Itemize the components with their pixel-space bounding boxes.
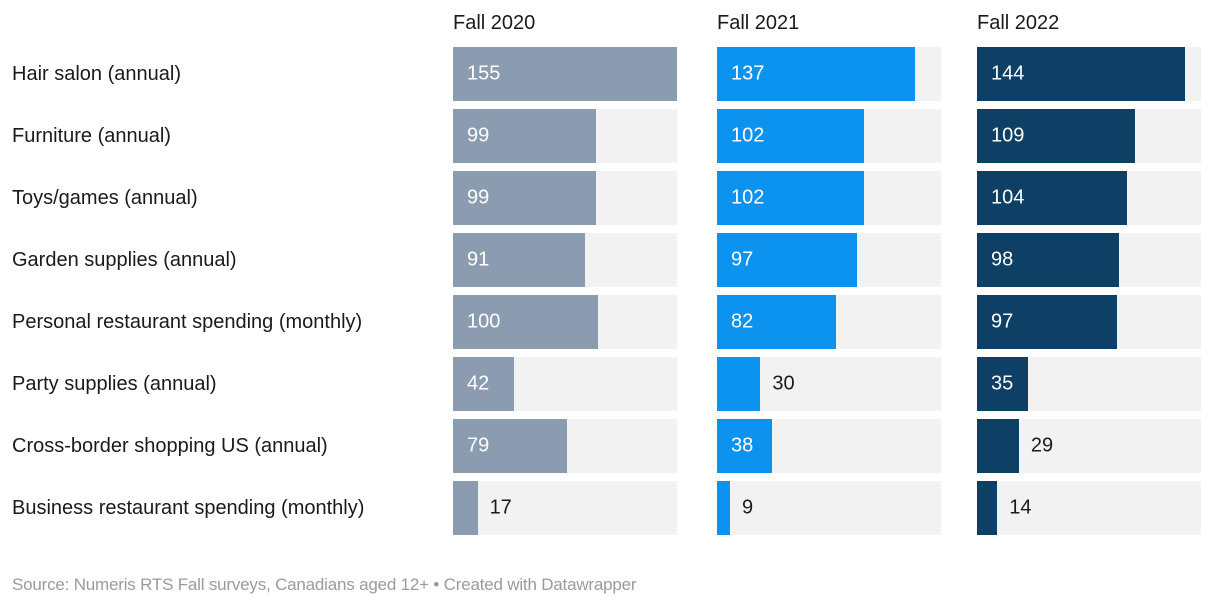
bar-track: 29 xyxy=(977,419,1201,473)
bar-track: 30 xyxy=(717,357,941,411)
value-label: 17 xyxy=(489,496,512,519)
bar xyxy=(453,357,514,411)
value-label: 144 xyxy=(991,62,1025,85)
bar xyxy=(717,109,865,163)
footer-separator: • xyxy=(428,575,444,594)
bar xyxy=(717,419,772,473)
bar xyxy=(977,109,1135,163)
category-label: Hair salon (annual) xyxy=(12,62,181,85)
bar-track: 100 xyxy=(453,295,677,349)
bar xyxy=(717,47,915,101)
bar xyxy=(977,481,998,535)
bar-track: 137 xyxy=(717,47,941,101)
value-label: 97 xyxy=(731,248,754,271)
category-label: Personal restaurant spending (monthly) xyxy=(12,310,363,333)
bar xyxy=(717,357,761,411)
value-label: 79 xyxy=(467,434,490,457)
category-label: Toys/games (annual) xyxy=(12,186,198,209)
bar-track: 155 xyxy=(453,47,677,101)
bar-track: 109 xyxy=(977,109,1201,163)
source-text: Source: Numeris RTS Fall surveys, Canadi… xyxy=(12,575,429,594)
value-label: 82 xyxy=(731,310,754,333)
bar-track: 82 xyxy=(717,295,941,349)
bar xyxy=(453,295,598,349)
value-label: 97 xyxy=(991,310,1014,333)
value-label: 9 xyxy=(742,496,754,519)
bar xyxy=(717,233,858,287)
value-label: 38 xyxy=(731,434,754,457)
category-label: Business restaurant spending (monthly) xyxy=(12,496,365,519)
column-header-fall-2022: Fall 2022 xyxy=(977,12,1060,34)
value-label: 98 xyxy=(991,248,1014,271)
bar-track: 99 xyxy=(453,171,677,225)
bar-track: 99 xyxy=(453,109,677,163)
bar xyxy=(453,233,585,287)
bar xyxy=(453,481,478,535)
value-label: 91 xyxy=(467,248,490,271)
bar xyxy=(453,47,677,101)
category-label: Furniture (annual) xyxy=(12,124,171,147)
value-label: 35 xyxy=(991,372,1014,395)
bar-track: 79 xyxy=(453,419,677,473)
value-label: 137 xyxy=(731,62,765,85)
chart-row: Toys/games (annual) 99 102 104 xyxy=(0,171,1220,225)
column-headers: Fall 2020 Fall 2021 Fall 2022 xyxy=(0,0,1220,47)
value-label: 104 xyxy=(991,186,1025,209)
bar-track: 9 xyxy=(717,481,941,535)
chart-row: Business restaurant spending (monthly) 17… xyxy=(0,481,1220,535)
bar-track: 17 xyxy=(453,481,677,535)
value-label: 102 xyxy=(731,186,765,209)
bar xyxy=(453,171,597,225)
bar-track: 97 xyxy=(717,233,941,287)
bar xyxy=(453,419,568,473)
bar xyxy=(977,171,1128,225)
chart-rows: Hair salon (annual) 155 137 144 Furniture (a… xyxy=(0,47,1220,535)
bar-track: 38 xyxy=(717,419,941,473)
bar xyxy=(977,357,1028,411)
value-label: 100 xyxy=(467,310,501,333)
chart-row: Furniture (annual) 99 102 109 xyxy=(0,109,1220,163)
bar xyxy=(977,233,1119,287)
value-label: 99 xyxy=(467,186,490,209)
column-header-fall-2020: Fall 2020 xyxy=(453,12,536,34)
value-label: 29 xyxy=(1030,434,1054,457)
bar-track: 102 xyxy=(717,109,941,163)
bar xyxy=(717,295,836,349)
bar xyxy=(977,419,1019,473)
value-label: 102 xyxy=(731,124,765,147)
bar-track: 91 xyxy=(453,233,677,287)
bar xyxy=(977,295,1118,349)
bar-track: 104 xyxy=(977,171,1201,225)
chart-row: Garden supplies (annual) 91 97 98 xyxy=(0,233,1220,287)
value-label: 155 xyxy=(467,62,501,85)
chart-footer: Source: Numeris RTS Fall surveys, Canadi… xyxy=(0,575,1220,595)
column-header-fall-2021: Fall 2021 xyxy=(717,12,800,34)
category-label: Garden supplies (annual) xyxy=(12,248,237,271)
bar-track: 144 xyxy=(977,47,1201,101)
bar-track: 14 xyxy=(977,481,1201,535)
bar-track: 102 xyxy=(717,171,941,225)
value-label: 109 xyxy=(991,124,1025,147)
bar xyxy=(717,481,730,535)
chart-row: Party supplies (annual) 42 30 35 xyxy=(0,357,1220,411)
category-label: Cross-border shopping US (annual) xyxy=(12,434,328,457)
bar-track: 42 xyxy=(453,357,677,411)
chart-row: Cross-border shopping US (annual) 79 38 29 xyxy=(0,419,1220,473)
bar xyxy=(977,47,1186,101)
value-label: 42 xyxy=(467,372,490,395)
chart-row: Hair salon (annual) 155 137 144 xyxy=(0,47,1220,101)
value-label: 14 xyxy=(1009,496,1032,519)
category-label: Party supplies (annual) xyxy=(12,372,217,395)
chart-row: Personal restaurant spending (monthly) 10… xyxy=(0,295,1220,349)
header-spacer xyxy=(0,12,453,47)
bar-track: 98 xyxy=(977,233,1201,287)
value-label: 30 xyxy=(772,372,795,395)
bar xyxy=(453,109,597,163)
datawrapper-attribution-link[interactable]: Created with Datawrapper xyxy=(443,575,637,594)
bar-track: 35 xyxy=(977,357,1201,411)
bar-track: 97 xyxy=(977,295,1201,349)
bar xyxy=(717,171,865,225)
value-label: 99 xyxy=(467,124,490,147)
